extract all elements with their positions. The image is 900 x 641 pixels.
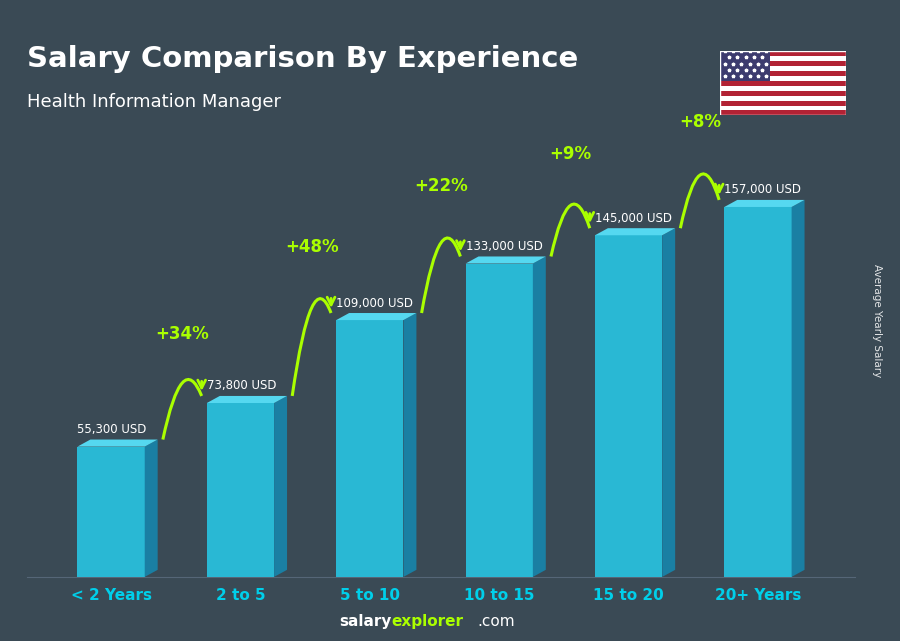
- Polygon shape: [145, 440, 158, 577]
- Bar: [720, 76, 846, 81]
- Polygon shape: [274, 396, 287, 577]
- Bar: [720, 96, 846, 101]
- Bar: [720, 91, 846, 96]
- Bar: [720, 51, 770, 81]
- Text: 73,800 USD: 73,800 USD: [207, 379, 276, 392]
- Bar: [724, 207, 792, 577]
- Text: +34%: +34%: [156, 325, 209, 343]
- Text: explorer: explorer: [392, 615, 464, 629]
- Text: +9%: +9%: [549, 146, 591, 163]
- Text: 133,000 USD: 133,000 USD: [465, 240, 543, 253]
- Bar: [595, 235, 662, 577]
- Text: .com: .com: [477, 615, 515, 629]
- Polygon shape: [724, 200, 805, 207]
- Polygon shape: [533, 256, 545, 577]
- Bar: [720, 66, 846, 71]
- Polygon shape: [662, 228, 675, 577]
- Bar: [720, 81, 846, 86]
- Polygon shape: [337, 313, 417, 320]
- Polygon shape: [207, 396, 287, 403]
- Bar: [77, 447, 145, 577]
- Polygon shape: [465, 256, 545, 263]
- Bar: [720, 61, 846, 66]
- Bar: [720, 56, 846, 61]
- Text: +22%: +22%: [414, 178, 468, 196]
- Bar: [720, 71, 846, 76]
- Bar: [337, 320, 403, 577]
- Text: 145,000 USD: 145,000 USD: [595, 212, 672, 225]
- Polygon shape: [792, 200, 805, 577]
- Text: salary: salary: [339, 615, 392, 629]
- Polygon shape: [403, 313, 417, 577]
- Bar: [720, 51, 846, 56]
- Polygon shape: [595, 228, 675, 235]
- Polygon shape: [77, 440, 158, 447]
- Bar: [465, 263, 533, 577]
- Bar: [207, 403, 274, 577]
- Text: Salary Comparison By Experience: Salary Comparison By Experience: [27, 45, 578, 73]
- Bar: [720, 86, 846, 91]
- Bar: [720, 110, 846, 115]
- Text: 109,000 USD: 109,000 USD: [337, 297, 413, 310]
- Text: +8%: +8%: [679, 113, 721, 131]
- Text: 55,300 USD: 55,300 USD: [77, 423, 147, 436]
- Bar: [720, 101, 846, 106]
- Text: Average Yearly Salary: Average Yearly Salary: [872, 264, 883, 377]
- Text: +48%: +48%: [284, 238, 338, 256]
- Text: 157,000 USD: 157,000 USD: [724, 183, 801, 196]
- Text: Health Information Manager: Health Information Manager: [27, 93, 281, 111]
- Bar: [720, 106, 846, 110]
